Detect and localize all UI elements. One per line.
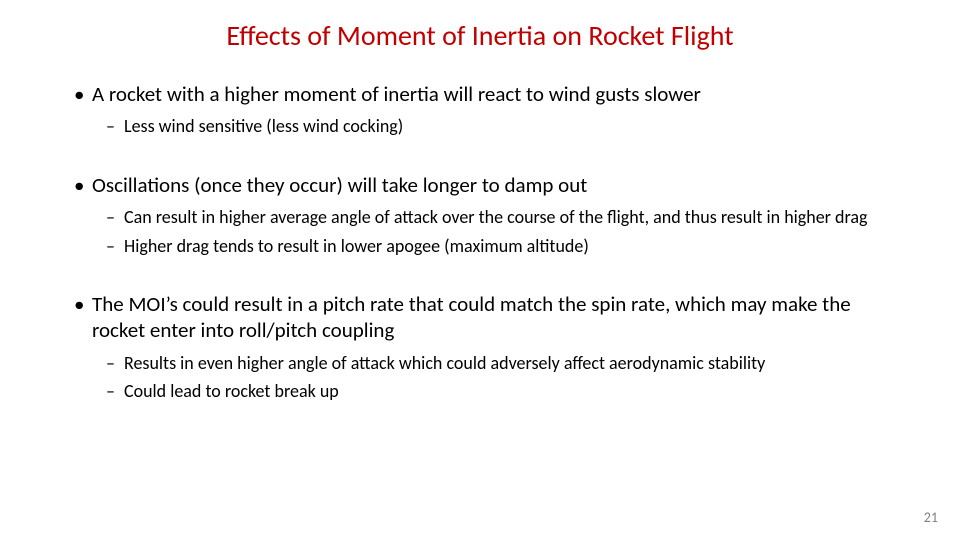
bullet-level1: The MOI’s could result in a pitch rate t…	[74, 291, 900, 344]
bullet-group: Oscillations (once they occur) will take…	[60, 172, 900, 257]
bullet-level2: Can result in higher average angle of at…	[106, 206, 900, 229]
page-number: 21	[924, 509, 938, 526]
slide-title: Effects of Moment of Inertia on Rocket F…	[120, 18, 840, 53]
slide: Effects of Moment of Inertia on Rocket F…	[0, 0, 960, 540]
bullet-level1: A rocket with a higher moment of inertia…	[74, 81, 900, 107]
bullet-group: The MOI’s could result in a pitch rate t…	[60, 291, 900, 403]
bullet-level2: Higher drag tends to result in lower apo…	[106, 235, 900, 258]
bullet-group: A rocket with a higher moment of inertia…	[60, 81, 900, 138]
bullet-level2: Results in even higher angle of attack w…	[106, 352, 900, 375]
bullet-level1: Oscillations (once they occur) will take…	[74, 172, 900, 198]
bullet-level2: Could lead to rocket break up	[106, 380, 900, 403]
bullet-level2: Less wind sensitive (less wind cocking)	[106, 115, 900, 138]
